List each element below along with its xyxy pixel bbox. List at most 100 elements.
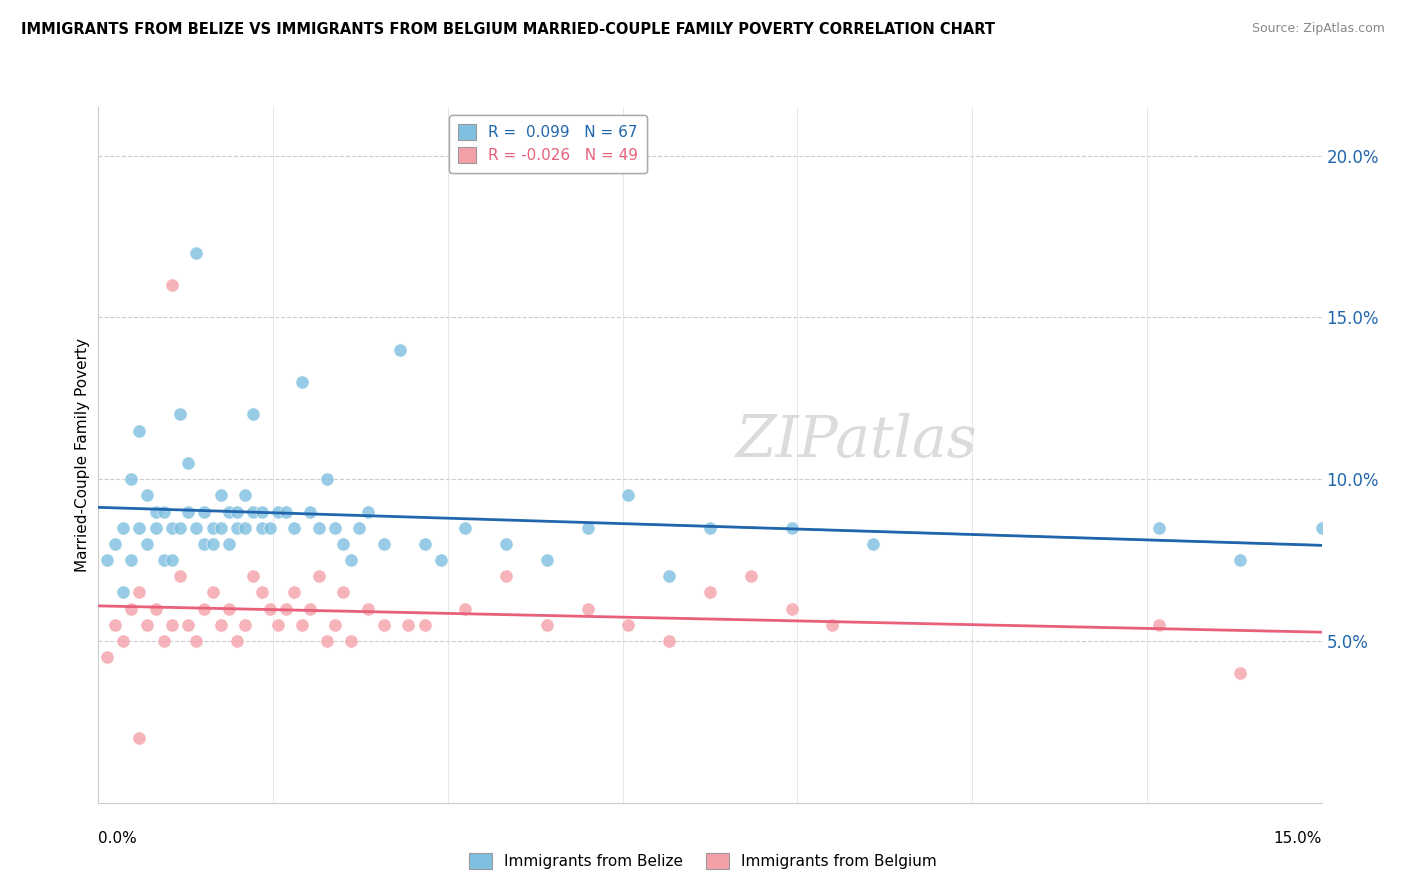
Point [201,585,224,599]
Point [145,504,167,518]
Point [308,569,330,583]
Point [226,521,249,535]
Point [315,634,337,648]
Point [291,375,314,389]
Point [356,504,378,518]
Point [128,585,150,599]
Point [699,585,721,599]
Point [1229,666,1251,681]
Point [193,504,215,518]
Point [160,521,183,535]
Point [96,650,118,665]
Legend: R =  0.099   N = 67, R = -0.026   N = 49: R = 0.099 N = 67, R = -0.026 N = 49 [449,115,647,173]
Point [209,617,232,632]
Point [617,488,640,502]
Point [267,617,290,632]
Point [169,569,191,583]
Point [780,521,803,535]
Point [780,601,803,615]
Point [111,521,134,535]
Point [396,617,419,632]
Point [218,601,240,615]
Point [186,634,208,648]
Point [136,617,159,632]
Point [242,569,264,583]
Point [201,537,224,551]
Point [242,408,264,422]
Point [128,731,150,745]
Point [152,634,174,648]
Point [250,504,273,518]
Point [177,504,200,518]
Point [373,617,395,632]
Point [349,521,371,535]
Point [862,537,884,551]
Text: Source: ZipAtlas.com: Source: ZipAtlas.com [1251,22,1385,36]
Point [454,601,477,615]
Point [111,585,134,599]
Point [177,617,200,632]
Point [430,553,453,567]
Point [120,553,142,567]
Point [821,617,844,632]
Point [233,617,256,632]
Point [104,537,127,551]
Point [104,617,127,632]
Point [340,634,363,648]
Point [340,553,363,567]
Point [454,521,477,535]
Point [201,521,224,535]
Point [259,521,281,535]
Point [283,585,305,599]
Point [120,601,142,615]
Point [291,617,314,632]
Point [193,537,215,551]
Point [413,537,436,551]
Point [145,521,167,535]
Point [226,504,249,518]
Point [136,488,159,502]
Point [332,537,354,551]
Point [152,553,174,567]
Point [152,504,174,518]
Point [160,553,183,567]
Point [169,408,191,422]
Point [267,504,290,518]
Point [1147,617,1170,632]
Point [332,585,354,599]
Point [169,521,191,535]
Point [315,472,337,486]
Text: 15.0%: 15.0% [1274,830,1322,846]
Point [299,601,322,615]
Point [699,521,721,535]
Point [283,521,305,535]
Point [495,569,517,583]
Point [128,424,150,438]
Point [186,521,208,535]
Point [136,537,159,551]
Point [209,521,232,535]
Point [193,601,215,615]
Point [323,617,346,632]
Point [308,521,330,535]
Text: ZIPatlas: ZIPatlas [735,413,977,469]
Point [323,521,346,535]
Point [536,553,558,567]
Text: 0.0%: 0.0% [98,830,138,846]
Point [413,617,436,632]
Point [495,537,517,551]
Point [1310,521,1333,535]
Point [250,521,273,535]
Point [233,488,256,502]
Point [299,504,322,518]
Point [389,343,412,357]
Point [356,601,378,615]
Point [120,472,142,486]
Point [576,601,599,615]
Point [242,504,264,518]
Point [658,569,681,583]
Point [658,634,681,648]
Legend: Immigrants from Belize, Immigrants from Belgium: Immigrants from Belize, Immigrants from … [463,847,943,875]
Point [218,537,240,551]
Point [740,569,762,583]
